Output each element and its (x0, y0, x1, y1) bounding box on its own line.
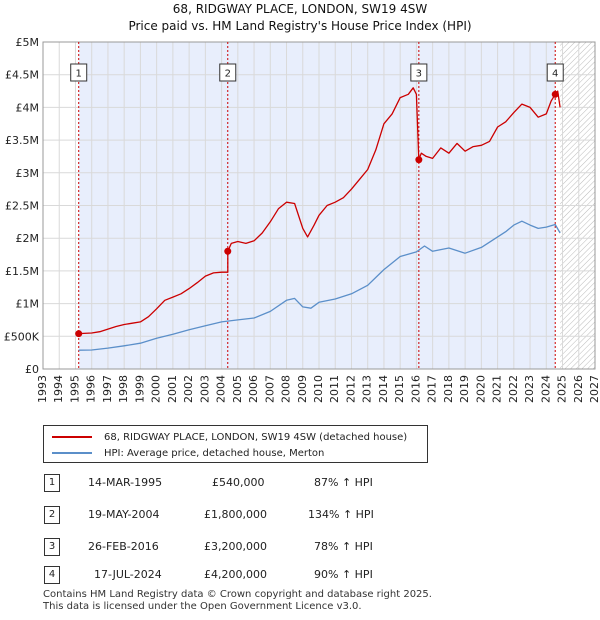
sale-number-label: 1 (76, 69, 82, 80)
legend-label-property: 68, RIDGWAY PLACE, LONDON, SW19 4SW (det… (104, 431, 408, 443)
x-tick-label: 2011 (328, 375, 341, 403)
sale-number-label: 4 (552, 69, 558, 80)
chart-title: 68, RIDGWAY PLACE, LONDON, SW19 4SW (172, 2, 428, 16)
x-tick-label: 2008 (280, 375, 293, 403)
x-tick-label: 2004 (215, 375, 228, 403)
sale-number-label: 2 (225, 69, 231, 80)
y-tick-label: £1M (16, 298, 40, 311)
y-tick-label: £2.5M (5, 200, 39, 213)
sale-point (415, 156, 423, 164)
sale-row: 1 14-MAR-1995 £540,000 87% ↑ HPI (40, 474, 440, 494)
x-tick-label: 2021 (491, 375, 504, 403)
footer-copyright: Contains HM Land Registry data © Crown c… (43, 589, 432, 600)
sale-row: 4 17-JUL-2024 £4,200,000 90% ↑ HPI (40, 566, 440, 586)
sale-row: 2 19-MAY-2004 £1,800,000 134% ↑ HPI (40, 506, 440, 526)
sale-row: 3 26-FEB-2016 £3,200,000 78% ↑ HPI (40, 538, 440, 558)
x-tick-label: 2018 (442, 375, 455, 403)
y-tick-label: £2M (16, 232, 40, 245)
sale-price: £3,200,000 (204, 540, 267, 553)
price-chart: £0 £500K £1M £1.5M £2M £2.5M £3M £3.5M £4M £4.5M £… (4, 36, 600, 403)
x-tick-label: 2025 (556, 375, 569, 403)
legend-label-hpi: HPI: Average price, detached house, Mert… (104, 447, 325, 459)
sale-change: 134% ↑ HPI (308, 508, 374, 521)
x-tick-label: 2015 (393, 375, 406, 403)
y-tick-label: £0 (25, 363, 39, 376)
x-tick-label: 1997 (101, 375, 114, 403)
x-tick-label: 2012 (344, 375, 357, 403)
y-tick-label: £3.5M (5, 134, 39, 147)
sale-change: 90% ↑ HPI (314, 568, 373, 581)
x-tick-label: 2026 (572, 375, 585, 403)
sale-point (75, 330, 83, 338)
sale-date: 14-MAR-1995 (88, 476, 163, 489)
x-tick-label: 2010 (312, 375, 325, 403)
sale-point (551, 90, 559, 98)
sale-badge: 1 (44, 474, 60, 492)
x-tick-label: 2014 (377, 375, 390, 403)
footer-licence: This data is licensed under the Open Gov… (43, 601, 362, 612)
y-tick-label: £500K (4, 330, 40, 343)
legend-item-property: 68, RIDGWAY PLACE, LONDON, SW19 4SW (det… (52, 429, 407, 445)
x-tick-label: 2002 (182, 375, 195, 403)
x-tick-label: 1999 (133, 375, 146, 403)
sale-price: £1,800,000 (204, 508, 267, 521)
x-tick-label: 1993 (36, 375, 49, 403)
sale-number-box (70, 63, 88, 82)
y-tick-label: £1.5M (5, 265, 39, 278)
y-tick-label: £5M (16, 36, 40, 49)
legend: 68, RIDGWAY PLACE, LONDON, SW19 4SW (det… (43, 425, 428, 463)
x-tick-label: 2019 (458, 375, 471, 403)
hpi-line (78, 220, 561, 351)
x-tick-label: 2005 (231, 375, 244, 403)
y-tick-label: £4.5M (5, 69, 39, 82)
x-tick-label: 2000 (150, 375, 163, 403)
x-tick-label: 2023 (523, 375, 536, 403)
y-tick-label: £4M (16, 101, 40, 114)
x-tick-label: 2001 (166, 375, 179, 403)
sale-date: 17-JUL-2024 (94, 568, 162, 581)
x-tick-label: 2009 (296, 375, 309, 403)
sale-change: 87% ↑ HPI (314, 476, 373, 489)
sale-price: £540,000 (212, 476, 265, 489)
sale-badge: 3 (44, 538, 60, 556)
x-tick-label: 2020 (474, 375, 487, 403)
legend-swatch-property (52, 436, 92, 438)
x-tick-label: 2007 (263, 375, 276, 403)
x-tick-label: 1994 (52, 375, 65, 403)
x-tick-label: 2006 (247, 375, 260, 403)
x-tick-label: 2013 (361, 375, 374, 403)
x-tick-label: 2016 (409, 375, 422, 403)
sale-badge: 4 (44, 566, 60, 584)
property-price-line (78, 87, 561, 335)
x-tick-label: 1995 (68, 375, 81, 403)
sale-point (224, 247, 232, 255)
sale-number-box (546, 63, 564, 82)
legend-swatch-hpi (52, 452, 92, 454)
x-tick-label: 2003 (198, 375, 211, 403)
x-tick-label: 2027 (588, 375, 600, 403)
plot-frame (42, 41, 596, 370)
sale-change: 78% ↑ HPI (314, 540, 373, 553)
sale-date: 26-FEB-2016 (88, 540, 159, 553)
y-tick-label: £3M (16, 167, 40, 180)
x-tick-label: 2017 (426, 375, 439, 403)
sale-number-box (219, 63, 237, 82)
x-tick-label: 1996 (85, 375, 98, 403)
x-tick-label: 1998 (117, 375, 130, 403)
sale-date: 19-MAY-2004 (88, 508, 160, 521)
x-tick-label: 2022 (507, 375, 520, 403)
sale-number-box (410, 63, 428, 82)
chart-subtitle: Price paid vs. HM Land Registry's House … (128, 19, 472, 33)
sale-price: £4,200,000 (204, 568, 267, 581)
sale-badge: 2 (44, 506, 60, 524)
x-tick-label: 2024 (539, 375, 552, 403)
sale-number-label: 3 (416, 69, 422, 80)
legend-item-hpi: HPI: Average price, detached house, Mert… (52, 445, 324, 461)
